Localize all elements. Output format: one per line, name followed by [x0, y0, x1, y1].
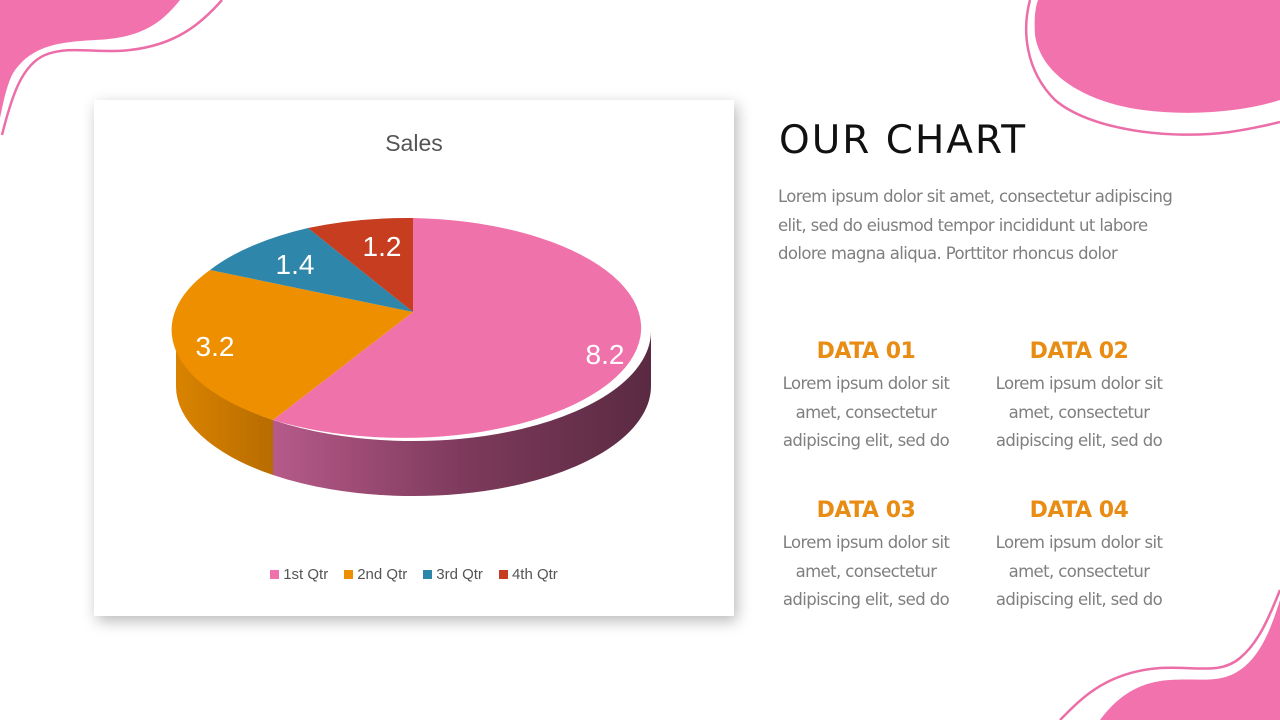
data-block-text: Lorem ipsum dolor sit amet, consectetur …	[782, 533, 950, 609]
data-block-title: DATA 02	[1029, 339, 1129, 364]
pie-slice-3rd-qtr[interactable]	[210, 228, 413, 312]
data-block-text: Lorem ipsum dolor sit amet, consectetur …	[995, 374, 1163, 450]
legend-label: 3rd Qtr	[436, 566, 483, 583]
pie-side-pink	[273, 330, 652, 497]
legend-swatch-icon	[270, 570, 280, 579]
data-block-title: DATA 04	[1029, 498, 1129, 523]
pie-slice-4th-qtr[interactable]	[308, 217, 413, 312]
data-block-title: DATA 01	[816, 339, 916, 364]
data-block-02: DATA 02 Lorem ipsum dolor sit amet, cons…	[984, 339, 1174, 456]
data-label-3rd-qtr: 1.4	[276, 249, 315, 280]
pie-chart: 8.2 3.2 1.4 1.2	[171, 217, 652, 497]
legend-label: 4th Qtr	[511, 566, 558, 583]
data-block-01: DATA 01 Lorem ipsum dolor sit amet, cons…	[771, 339, 961, 456]
legend-item-1st-qtr[interactable]: 1st Qtr	[270, 566, 328, 583]
page-title: OUR CHART	[779, 118, 1028, 163]
legend-item-2nd-qtr[interactable]: 2nd Qtr	[344, 566, 407, 583]
legend-item-4th-qtr[interactable]: 4th Qtr	[498, 566, 558, 583]
intro-paragraph: Lorem ipsum dolor sit amet, consectetur …	[778, 187, 1173, 263]
data-label-4th-qtr: 1.2	[363, 231, 402, 262]
pie-slice-1st-qtr[interactable]	[273, 218, 642, 438]
data-block-text: Lorem ipsum dolor sit amet, consectetur …	[782, 374, 950, 450]
top-right-outline	[1024, 0, 1280, 136]
pie-side-orange	[175, 330, 273, 475]
legend-item-3rd-qtr[interactable]: 3rd Qtr	[423, 566, 483, 583]
legend-swatch-icon	[498, 570, 508, 579]
top-right-blob	[1034, 0, 1280, 113]
pie-slice-2nd-qtr[interactable]	[171, 270, 413, 420]
data-label-2nd-qtr: 3.2	[196, 331, 235, 362]
legend-label: 1st Qtr	[283, 566, 329, 583]
chart-legend: 1st Qtr 2nd Qtr 3rd Qtr 4th Qtr	[94, 566, 734, 583]
chart-title: Sales	[385, 130, 443, 156]
legend-label: 2nd Qtr	[357, 566, 408, 583]
bottom-right-blob	[1100, 600, 1280, 720]
data-block-04: DATA 04 Lorem ipsum dolor sit amet, cons…	[984, 498, 1174, 615]
data-block-text: Lorem ipsum dolor sit amet, consectetur …	[995, 533, 1163, 609]
data-block-title: DATA 03	[816, 498, 916, 523]
legend-swatch-icon	[344, 570, 354, 579]
legend-swatch-icon	[423, 570, 433, 579]
data-label-1st-qtr: 8.2	[586, 339, 625, 370]
data-block-03: DATA 03 Lorem ipsum dolor sit amet, cons…	[771, 498, 961, 615]
chart-card: Sales 8.2 3.2 1.4 1.2 1st Q	[94, 100, 734, 616]
